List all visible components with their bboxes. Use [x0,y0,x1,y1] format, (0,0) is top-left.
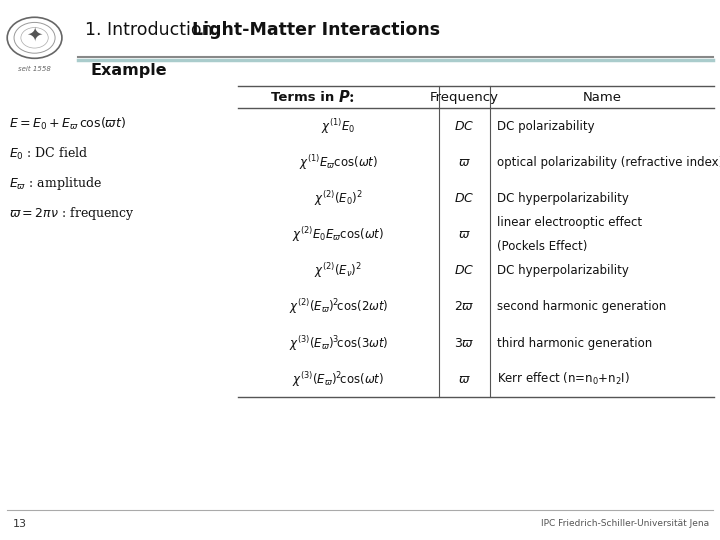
Text: $\boldsymbol{P}$:: $\boldsymbol{P}$: [338,89,355,105]
Text: seit 1558: seit 1558 [18,66,51,72]
Text: Name: Name [582,91,621,104]
Text: Example: Example [90,63,166,78]
Text: DC polarizability: DC polarizability [497,119,595,133]
Text: $\chi^{(1)}E_{\varpi}\cos(\omega t)$: $\chi^{(1)}E_{\varpi}\cos(\omega t)$ [299,153,378,172]
Text: $\mathit{DC}$: $\mathit{DC}$ [454,119,474,133]
Text: $\chi^{(1)}E_0$: $\chi^{(1)}E_0$ [321,117,356,136]
Text: third harmonic generation: third harmonic generation [497,336,652,350]
Text: 13: 13 [13,519,27,529]
Text: $\varpi$: $\varpi$ [458,156,471,169]
Text: $\chi^{(2)}E_0E_{\varpi}\cos(\omega t)$: $\chi^{(2)}E_0E_{\varpi}\cos(\omega t)$ [292,225,384,244]
Text: linear electrooptic effect: linear electrooptic effect [497,216,642,229]
Text: second harmonic generation: second harmonic generation [497,300,666,314]
Text: Terms in: Terms in [271,91,338,104]
Text: Kerr effect (n=n$_0$+n$_2$I): Kerr effect (n=n$_0$+n$_2$I) [497,372,630,387]
Text: $\varpi$: $\varpi$ [458,373,471,386]
Text: $\varpi$: $\varpi$ [458,228,471,241]
Text: $\varpi = 2\pi\nu$ : frequency: $\varpi = 2\pi\nu$ : frequency [9,205,135,222]
Text: $\mathit{DC}$: $\mathit{DC}$ [454,192,474,205]
Text: Light-Matter Interactions: Light-Matter Interactions [192,21,440,39]
Text: $E_{\varpi}$ : amplitude: $E_{\varpi}$ : amplitude [9,175,102,192]
Text: $\chi^{(3)}\left(E_{\varpi}\right)^3\!\cos(3\omega t)$: $\chi^{(3)}\left(E_{\varpi}\right)^3\!\c… [289,334,388,353]
Text: $\chi^{(2)}\left(E_0\right)^2$: $\chi^{(2)}\left(E_0\right)^2$ [314,189,363,208]
Text: $E = E_0 + E_{\varpi}\,\cos(\varpi t)$: $E = E_0 + E_{\varpi}\,\cos(\varpi t)$ [9,116,127,132]
Text: (Pockels Effect): (Pockels Effect) [497,240,588,253]
Text: ✦: ✦ [27,25,42,45]
Text: IPC Friedrich-Schiller-Universität Jena: IPC Friedrich-Schiller-Universität Jena [541,519,709,528]
Text: $\chi^{(3)}\left(E_{\varpi}\right)^2\!\cos(\omega t)$: $\chi^{(3)}\left(E_{\varpi}\right)^2\!\c… [292,370,384,389]
Text: $2\varpi$: $2\varpi$ [454,300,474,314]
Text: $E_0$ : DC field: $E_0$ : DC field [9,146,89,162]
Text: $3\varpi$: $3\varpi$ [454,336,474,350]
Text: $\chi^{(2)}\left(E_{\varpi}\right)^2\!\cos(2\omega t)$: $\chi^{(2)}\left(E_{\varpi}\right)^2\!\c… [289,298,388,316]
Text: DC hyperpolarizability: DC hyperpolarizability [497,192,629,205]
Text: DC hyperpolarizability: DC hyperpolarizability [497,264,629,278]
Text: Frequency: Frequency [430,91,499,104]
Text: optical polarizability (refractive index): optical polarizability (refractive index… [497,156,720,169]
Text: $\mathit{DC}$: $\mathit{DC}$ [454,264,474,278]
Text: $\chi^{(2)}\left(E_{\nu}\right)^2$: $\chi^{(2)}\left(E_{\nu}\right)^2$ [315,261,362,280]
Text: 1. Introduction:: 1. Introduction: [85,21,224,39]
